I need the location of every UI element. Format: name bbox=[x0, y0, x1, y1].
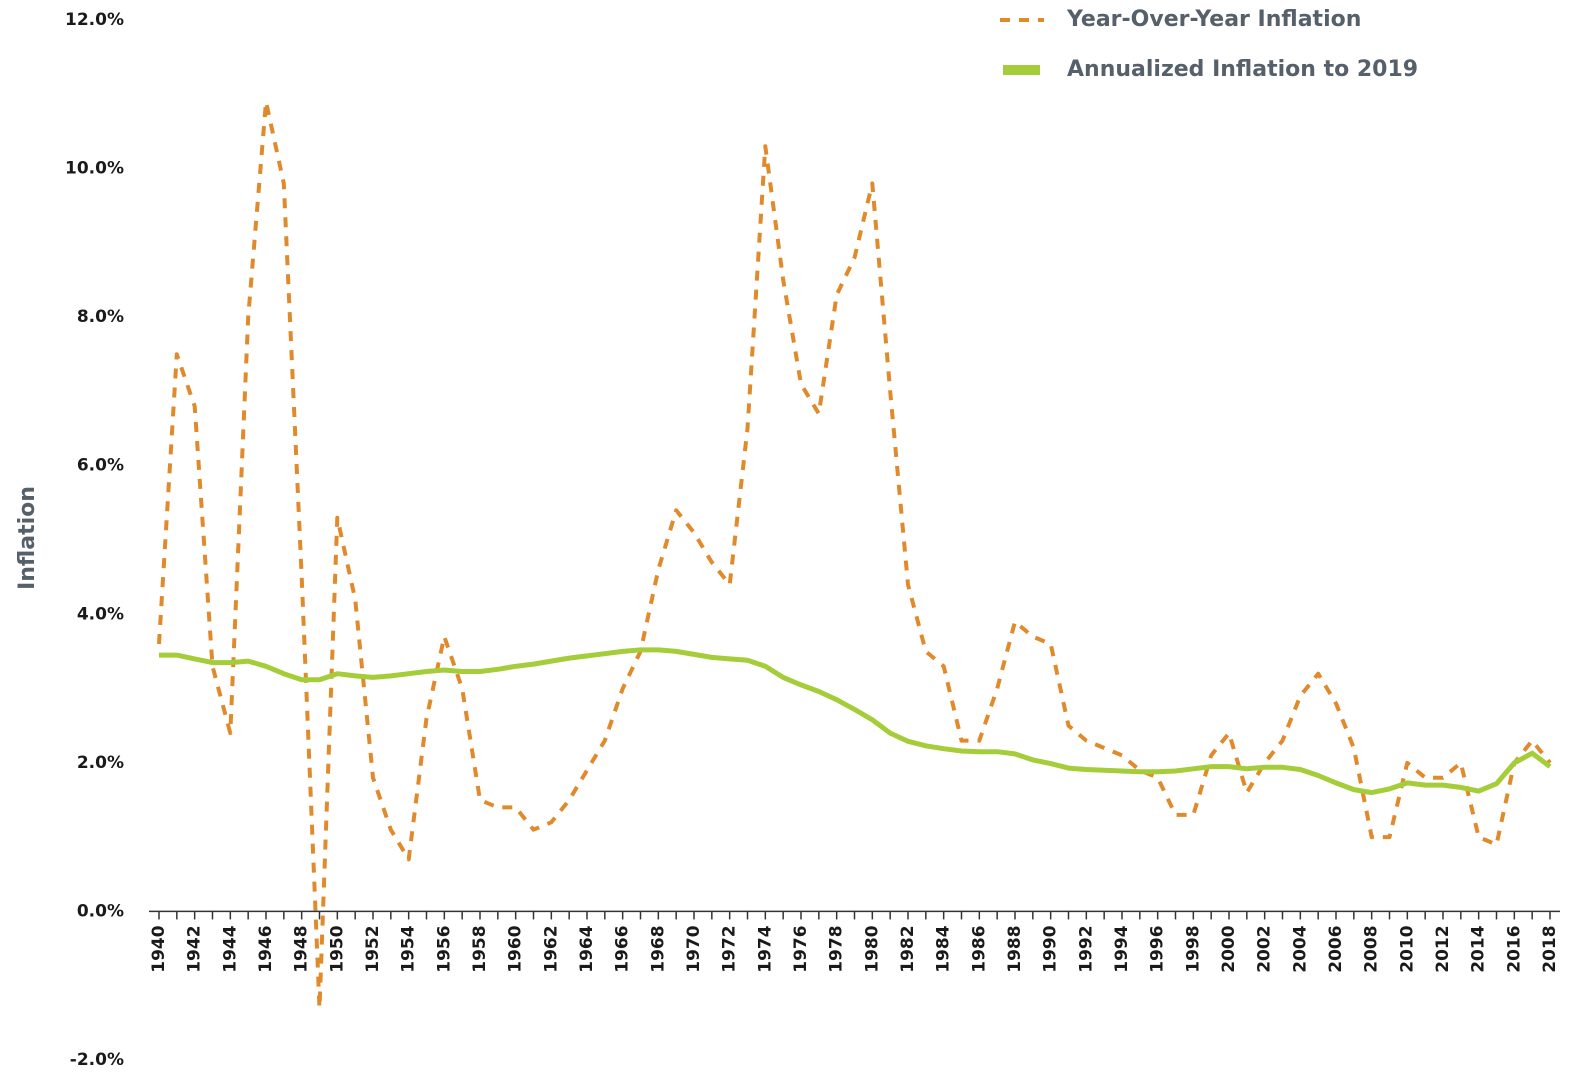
x-tick-label: 1970 bbox=[684, 925, 704, 972]
x-tick-label: 1954 bbox=[399, 925, 419, 972]
x-tick-label: 2008 bbox=[1362, 925, 1382, 972]
x-tick-label: 2006 bbox=[1326, 925, 1346, 972]
x-tick-label: 1958 bbox=[470, 925, 490, 972]
x-tick-label: 2018 bbox=[1540, 925, 1560, 972]
y-tick-label: 4.0% bbox=[77, 604, 124, 624]
x-tick-label: 1988 bbox=[1005, 925, 1025, 972]
x-tick-label: 1944 bbox=[220, 925, 240, 972]
y-tick-label: 0.0% bbox=[77, 901, 124, 921]
y-tick-label: 12.0% bbox=[65, 10, 124, 30]
x-tick-label: 1942 bbox=[185, 925, 205, 972]
x-tick-label: 1976 bbox=[791, 925, 811, 972]
x-tick-label: 1966 bbox=[613, 925, 633, 972]
x-tick-label: 1984 bbox=[934, 925, 954, 972]
y-tick-label: -2.0% bbox=[70, 1050, 124, 1070]
x-tick-label: 1960 bbox=[506, 925, 526, 972]
x-tick-label: 1974 bbox=[755, 925, 775, 972]
x-tick-label: 1982 bbox=[898, 925, 918, 972]
x-tick-label: 2000 bbox=[1219, 925, 1239, 972]
x-tick-label: 2010 bbox=[1397, 925, 1417, 972]
y-tick-label: 6.0% bbox=[77, 456, 124, 476]
x-tick-label: 1978 bbox=[827, 925, 847, 972]
x-tick-label: 2012 bbox=[1433, 925, 1453, 972]
x-tick-label: 1998 bbox=[1183, 925, 1203, 972]
y-tick-label: 10.0% bbox=[65, 159, 124, 179]
x-tick-label: 2014 bbox=[1469, 925, 1489, 972]
y-axis-label: Inflation bbox=[15, 486, 40, 590]
x-tick-label: 1962 bbox=[541, 925, 561, 972]
x-tick-label: 1972 bbox=[720, 925, 740, 972]
x-tick-label: 2004 bbox=[1290, 925, 1310, 972]
legend-label: Year-Over-Year Inflation bbox=[1066, 7, 1361, 32]
series-line bbox=[157, 99, 1552, 1010]
legend-swatch bbox=[1003, 65, 1040, 75]
x-tick-label: 1964 bbox=[577, 925, 597, 972]
x-tick-label: 1948 bbox=[292, 925, 312, 972]
legend-label: Annualized Inflation to 2019 bbox=[1067, 57, 1418, 82]
x-tick-label: 1990 bbox=[1041, 925, 1061, 972]
x-tick-label: 1996 bbox=[1148, 925, 1168, 972]
x-tick-label: 1956 bbox=[434, 925, 454, 972]
x-tick-label: 2002 bbox=[1255, 925, 1275, 972]
x-tick-label: 1986 bbox=[969, 925, 989, 972]
x-tick-label: 1992 bbox=[1076, 925, 1096, 972]
x-tick-label: 1980 bbox=[862, 925, 882, 972]
x-tick-label: 2016 bbox=[1504, 925, 1524, 972]
x-tick-label: 1940 bbox=[149, 925, 169, 972]
x-tick-label: 1968 bbox=[648, 925, 668, 972]
y-tick-label: 2.0% bbox=[77, 753, 124, 773]
x-tick-label: 1946 bbox=[256, 925, 276, 972]
x-tick-label: 1950 bbox=[327, 925, 347, 972]
y-tick-label: 8.0% bbox=[77, 307, 124, 327]
x-tick-label: 1952 bbox=[363, 925, 383, 972]
series-line bbox=[159, 647, 1552, 796]
x-tick-label: 1994 bbox=[1112, 925, 1132, 972]
